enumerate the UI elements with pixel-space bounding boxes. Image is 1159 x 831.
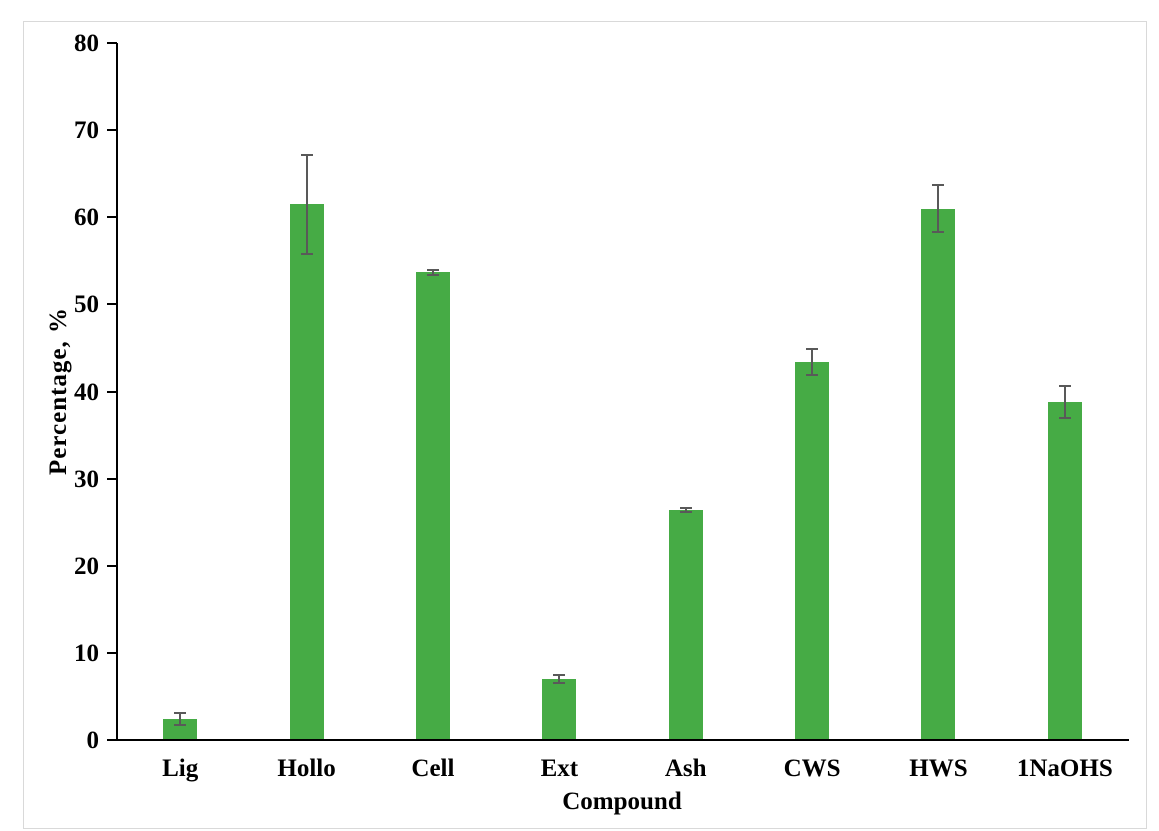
category-label: Ext (540, 755, 579, 782)
y-tick-label: 80 (74, 30, 99, 57)
y-tick-label: 20 (74, 552, 99, 580)
category-label: HWS (909, 755, 968, 782)
error-bar-cap (806, 347, 819, 350)
y-tick-mark (107, 390, 117, 393)
x-axis-title: Compound (562, 788, 682, 815)
category-label: 1NaOHS (1016, 755, 1113, 782)
y-tick-mark (107, 564, 117, 567)
y-tick-mark (107, 216, 117, 219)
error-bar-cap (300, 153, 313, 156)
y-tick-mark (107, 303, 117, 306)
error-bar-line (179, 712, 182, 726)
bar (668, 509, 703, 739)
error-bar-cap (553, 682, 566, 685)
y-tick-mark (107, 651, 117, 654)
y-tick-label: 10 (74, 639, 99, 667)
bar (921, 208, 956, 739)
y-tick-mark (107, 42, 117, 44)
error-bar-cap (679, 511, 692, 514)
category-label: Cell (411, 755, 455, 782)
error-bar-cap (932, 184, 945, 186)
y-tick-label: 0 (86, 727, 100, 754)
category-label: Hollo (277, 755, 336, 782)
y-tick-label: 70 (74, 117, 99, 145)
chart-border-frame (23, 21, 1147, 829)
category-label: Ash (664, 755, 707, 782)
error-bar-line (684, 507, 687, 513)
x-axis-line (115, 739, 1129, 741)
error-bar-line (1063, 386, 1066, 418)
y-tick-label: 60 (74, 204, 99, 232)
error-bar-cap (932, 231, 945, 234)
y-tick-label: 30 (74, 465, 99, 493)
bar (542, 679, 577, 739)
bar (1047, 401, 1082, 739)
y-tick-label: 40 (74, 378, 99, 406)
bar (163, 719, 198, 739)
y-tick-mark (107, 129, 117, 132)
error-bar-line (305, 154, 308, 254)
error-bar-cap (300, 252, 313, 255)
error-bar-line (558, 674, 561, 684)
bar (289, 204, 324, 739)
bar (415, 272, 450, 739)
category-label: Lig (162, 755, 199, 782)
error-bar-cap (426, 273, 439, 276)
y-tick-mark (107, 477, 117, 480)
category-label: CWS (783, 755, 841, 782)
error-bar-cap (679, 506, 692, 509)
bar (795, 361, 830, 739)
error-bar-cap (553, 673, 566, 676)
error-bar-cap (806, 373, 819, 376)
y-tick-label: 50 (74, 291, 99, 319)
error-bar-line (431, 269, 434, 275)
error-bar-cap (1058, 416, 1071, 419)
error-bar-line (937, 185, 940, 233)
error-bar-cap (174, 711, 187, 714)
y-tick-mark (107, 739, 117, 741)
error-bar-cap (426, 268, 439, 271)
error-bar-cap (174, 724, 187, 727)
error-bar-cap (1058, 385, 1071, 388)
error-bar-line (811, 348, 814, 375)
